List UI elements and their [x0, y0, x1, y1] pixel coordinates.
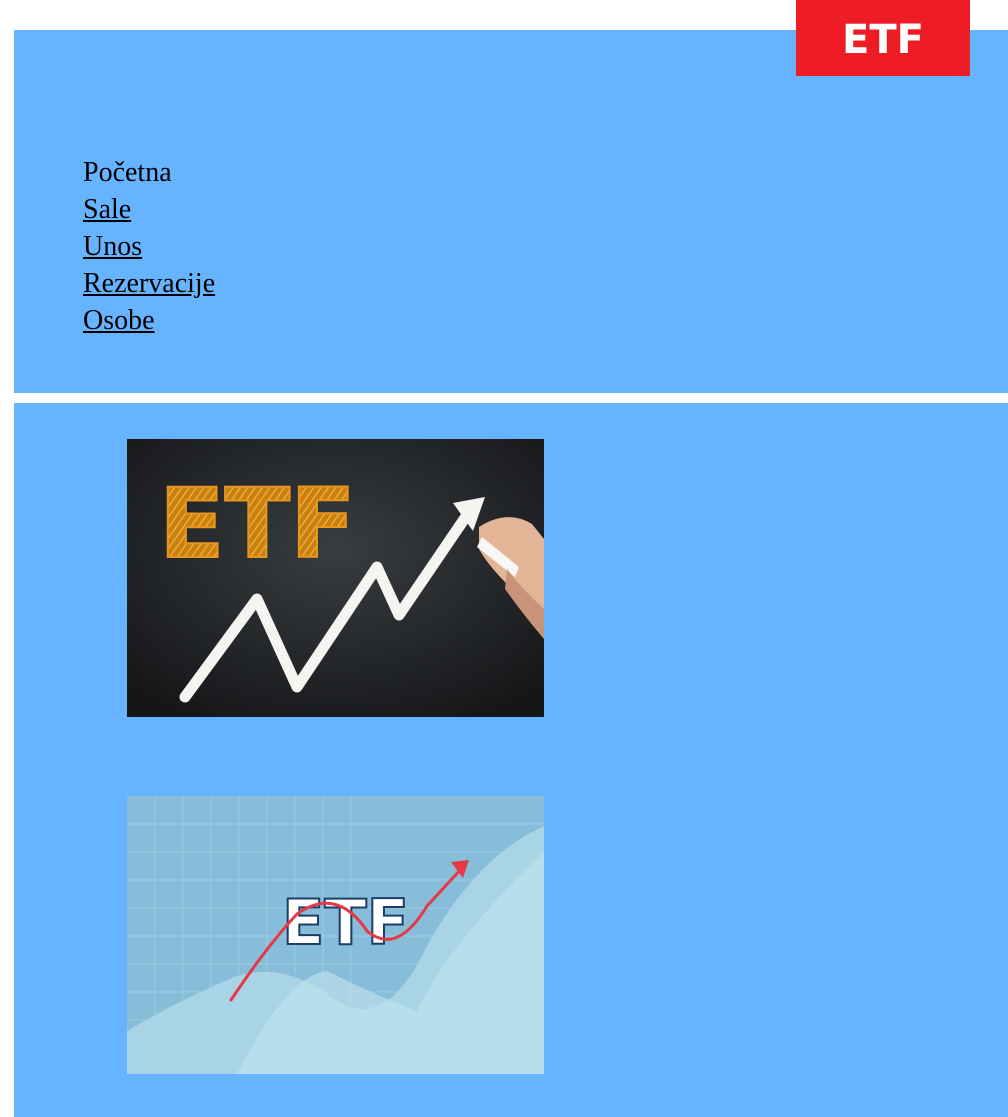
logo-mark-text: ETF [842, 17, 924, 63]
chart-etf-arrow-icon: ETF [127, 796, 544, 1074]
chalkboard-etf-arrow-icon: ETF [127, 439, 544, 717]
nav-item-pocetna: Početna [83, 154, 215, 191]
etf-chalkboard-image: ETF [127, 439, 544, 717]
nav-item-sale[interactable]: Sale [83, 191, 215, 228]
main-nav: Početna Sale Unos Rezervacije Osobe [83, 154, 215, 339]
nav-link-rezervacije[interactable]: Rezervacije [83, 268, 216, 299]
nav-item-pocetna-label: Početna [83, 157, 172, 188]
etf-logo-mark-icon: ETF [842, 17, 924, 63]
nav-link-sale[interactable]: Sale [83, 194, 132, 225]
etf-logo-box[interactable]: ETF [796, 0, 970, 76]
chalk-etf-text: ETF [159, 468, 356, 580]
nav-item-unos[interactable]: Unos [83, 228, 215, 265]
chart-etf-text: ETF [282, 886, 409, 959]
etf-chart-image: ETF [127, 796, 544, 1074]
header: ETF Početna Sale Unos Rezervacije Osobe [14, 0, 1008, 393]
nav-item-rezervacije[interactable]: Rezervacije [83, 265, 215, 302]
content-area: ETF [14, 403, 1008, 1117]
nav-link-unos[interactable]: Unos [83, 231, 143, 262]
nav-item-osobe[interactable]: Osobe [83, 302, 215, 339]
nav-link-osobe[interactable]: Osobe [83, 305, 155, 336]
